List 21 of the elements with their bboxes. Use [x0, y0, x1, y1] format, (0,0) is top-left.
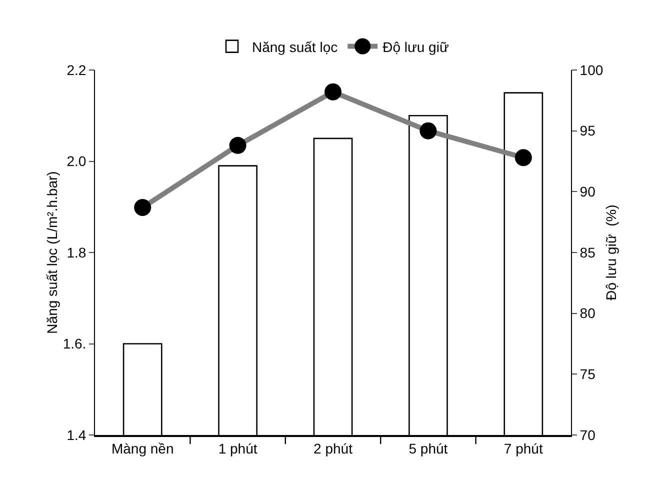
y2-tick-label: 100	[580, 62, 604, 78]
y2-tick-label: 85	[580, 244, 596, 260]
legend-label: Năng suất lọc	[252, 38, 338, 55]
y2-tick-label: 70	[580, 426, 596, 443]
x-tick-label: Màng nền	[111, 440, 174, 457]
x-tick-label: 2 phút	[314, 440, 353, 457]
y2-tick-label: 95	[580, 122, 596, 139]
y2-tick-label: 75	[580, 366, 596, 382]
legend-label: Độ lưu giữ	[382, 38, 449, 55]
y-tick-label: 1.6.	[62, 336, 86, 352]
y-tick-label: 2.2	[66, 62, 86, 78]
y-tick-label: 2.0	[66, 153, 86, 170]
y-tick-label: 1.8	[66, 244, 86, 260]
y2-axis-title: Độ lưu giữ (%)	[603, 204, 619, 300]
y-axis-title: Năng suất lọc (L/m².h.bar)	[44, 171, 60, 334]
x-tick-label: 1 phút	[218, 440, 258, 457]
y2-tick-label: 90	[580, 184, 596, 200]
y-tick-label: 1.4	[66, 426, 86, 443]
x-tick-label: 5 phút	[408, 440, 448, 457]
x-tick-label: 7 phút	[504, 440, 543, 457]
y2-tick-label: 80	[580, 305, 596, 322]
